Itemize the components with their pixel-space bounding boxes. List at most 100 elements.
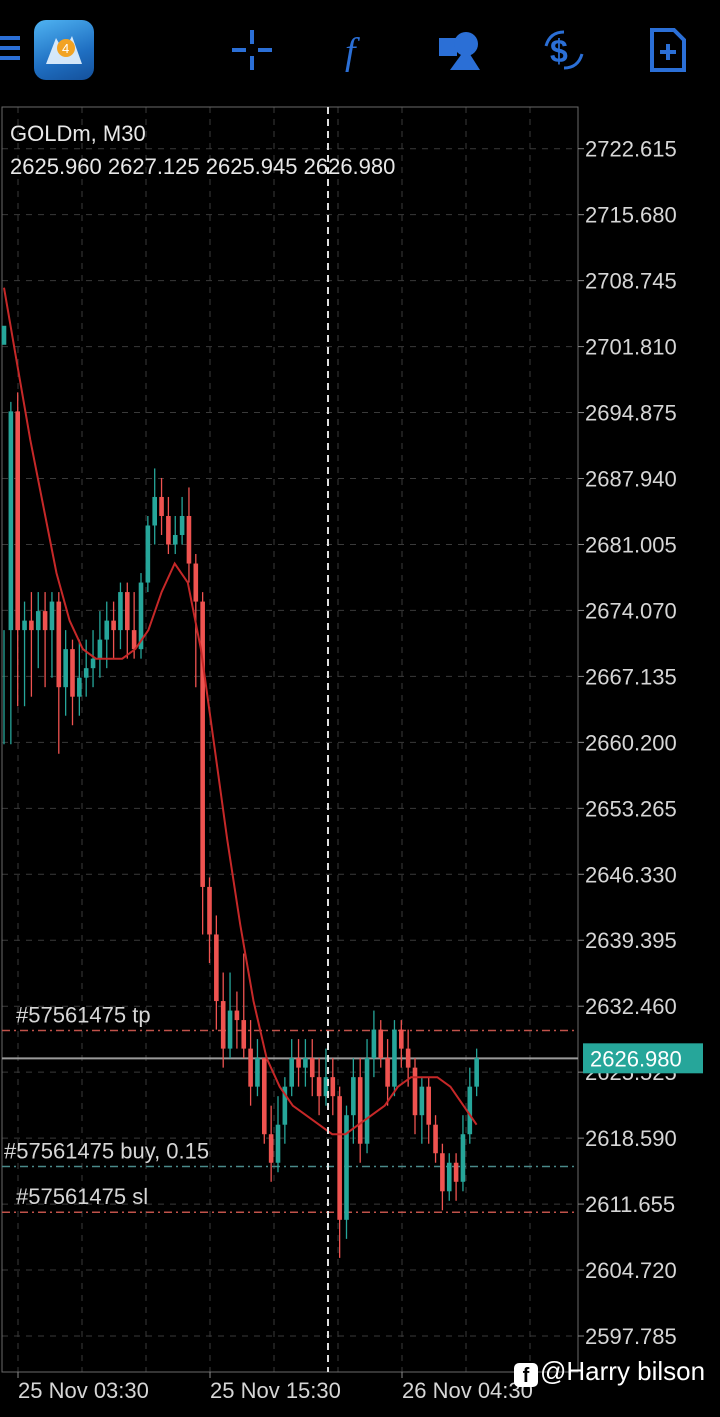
candle-body (56, 601, 62, 688)
x-tick-label: 25 Nov 15:30 (210, 1378, 341, 1403)
order-level-buy-label: #57561475 buy, 0.15 (4, 1139, 209, 1164)
y-tick-label: 2715.680 (585, 203, 677, 228)
y-tick-label: 2694.875 (585, 401, 677, 426)
objects-icon[interactable] (436, 26, 484, 74)
candle-body (241, 1020, 247, 1049)
candle-body (49, 601, 55, 631)
watermark-text: @Harry bilson (540, 1356, 706, 1386)
candle-body (145, 525, 151, 583)
candle-body (316, 1077, 322, 1097)
candle-body (179, 515, 185, 536)
candle-body (303, 1058, 308, 1068)
candle-body (392, 1029, 397, 1087)
crosshair-icon[interactable] (228, 26, 276, 74)
candle-body (63, 649, 68, 688)
candle-body (323, 1077, 329, 1097)
y-tick-label: 2618.590 (585, 1126, 677, 1151)
candle-body (371, 1029, 377, 1059)
candle-body (296, 1058, 301, 1068)
candle-body (138, 582, 144, 650)
candle-body (282, 1086, 288, 1125)
y-tick-label: 2667.135 (585, 664, 677, 689)
menu-icon[interactable] (0, 36, 22, 66)
candle-body (412, 1067, 418, 1116)
watermark: f @Harry bilson (514, 1356, 705, 1387)
candle-body (474, 1058, 479, 1087)
svg-text:$: $ (550, 33, 568, 69)
candle-body (378, 1029, 384, 1059)
candle-body (207, 886, 212, 935)
candle-body (35, 611, 41, 631)
order-level-sl-label: #57561475 sl (16, 1184, 148, 1209)
metatrader-logo[interactable]: 4 (34, 20, 94, 80)
chart-grid (2, 107, 578, 1372)
candle-body (1, 325, 7, 345)
chart-frame (1, 106, 579, 1373)
candle-body (446, 1162, 452, 1192)
candle-body (405, 1048, 411, 1068)
candle-body (248, 1048, 253, 1087)
candle-body (214, 934, 219, 1002)
candle-body (330, 1077, 336, 1097)
y-tick-label: 2632.460 (585, 994, 677, 1019)
candle-body (70, 649, 75, 697)
candle-body (131, 630, 137, 650)
candle-body (29, 620, 34, 631)
candle-body (125, 592, 130, 631)
candle-body (262, 1058, 267, 1135)
candle-body (357, 1077, 363, 1144)
y-tick-label: 2604.720 (585, 1258, 677, 1283)
candle-body (268, 1134, 274, 1163)
x-tick-label: 25 Nov 03:30 (18, 1378, 149, 1403)
order-level-tp-label: #57561475 tp (16, 1003, 151, 1028)
candle-body (419, 1086, 425, 1116)
candle-body (385, 1058, 390, 1087)
symbol-label: GOLDm, M30 (10, 121, 146, 146)
candle-body (22, 620, 27, 631)
candle-body (118, 592, 123, 631)
y-tick-label: 2722.615 (585, 137, 677, 162)
y-tick-label: 2674.070 (585, 598, 677, 623)
candle-body (77, 677, 82, 697)
candle-body (399, 1029, 404, 1049)
candle-body (193, 563, 199, 602)
candle-body (426, 1086, 431, 1125)
indicators-icon[interactable]: f (333, 26, 381, 74)
candle-body (111, 620, 116, 631)
candle-body (344, 1115, 349, 1220)
candle-body (364, 1058, 370, 1144)
facebook-icon: f (514, 1363, 538, 1387)
x-tick-label: 26 Nov 04:30 (402, 1378, 533, 1403)
y-tick-label: 2646.330 (585, 862, 677, 887)
y-tick-label: 2653.265 (585, 796, 677, 821)
candle-body (440, 1153, 445, 1192)
y-tick-label: 2701.810 (585, 335, 677, 360)
candle-body (172, 535, 178, 545)
candle-body (15, 411, 20, 631)
candle-body (227, 1010, 233, 1049)
candle-body (433, 1124, 438, 1154)
candle-body (309, 1058, 315, 1078)
y-tick-label: 2660.200 (585, 730, 677, 755)
candle-body (97, 639, 103, 659)
candle-body (351, 1077, 356, 1116)
trade-icon[interactable]: $ (540, 26, 588, 74)
candle-body (186, 515, 192, 564)
candle-body (200, 601, 205, 887)
candle-body (453, 1162, 459, 1182)
candle-body (234, 1010, 240, 1021)
candle-body (467, 1086, 473, 1135)
y-tick-label: 2639.395 (585, 928, 677, 953)
new-order-icon[interactable] (644, 26, 692, 74)
y-tick-label: 2681.005 (585, 532, 677, 557)
candle-body (337, 1096, 342, 1220)
toolbar: 4 f $ (0, 0, 720, 100)
candle-body (289, 1058, 294, 1087)
svg-text:4: 4 (62, 41, 69, 56)
ohlc-label: 2625.960 2627.125 2625.945 2626.980 (10, 154, 395, 179)
candle-body (90, 658, 96, 669)
y-tick-label: 2597.785 (585, 1324, 677, 1349)
moving-average-line (3, 287, 478, 1136)
candle-body (42, 611, 48, 631)
